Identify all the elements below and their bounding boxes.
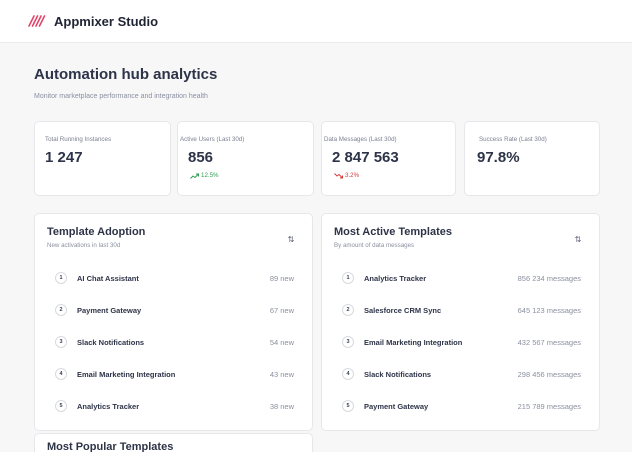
stat-change: 3.2% (334, 172, 359, 179)
panel-subtitle: New activations in last 30d (47, 242, 121, 249)
template-value: 645 123 messages (517, 305, 581, 315)
most-active-templates-panel: Most Active Templates By amount of data … (321, 213, 600, 431)
panel-subtitle: By amount of data messages (334, 242, 415, 249)
template-name: Email Marketing Integration (364, 337, 463, 347)
stat-value: 856 (188, 149, 214, 166)
stat-label: Success Rate (Last 30d) (479, 136, 547, 143)
rank-badge: 4 (342, 368, 354, 380)
stat-label: Active Users (Last 30d) (180, 136, 245, 143)
app-name: Appmixer Studio (54, 13, 159, 29)
template-name: Payment Gateway (77, 305, 142, 315)
template-name: Analytics Tracker (77, 401, 140, 411)
stat-value: 97.8% (477, 149, 520, 166)
stat-card-active-users: Active Users (Last 30d) 856 12.5% (177, 121, 314, 196)
stat-card-running-instances: Total Running Instances 1 247 (34, 121, 171, 196)
page-title: Automation hub analytics (34, 66, 218, 83)
page-subtitle: Monitor marketplace performance and inte… (34, 93, 208, 100)
template-value: 856 234 messages (517, 273, 581, 283)
list-item[interactable]: 5 Payment Gateway 215 789 messages (334, 396, 587, 416)
rank-badge: 2 (55, 304, 67, 316)
list-item[interactable]: 2 Salesforce CRM Sync 645 123 messages (334, 300, 587, 320)
stat-value: 1 247 (45, 149, 83, 166)
rank-badge: 4 (55, 368, 67, 380)
list-item[interactable]: 3 Email Marketing Integration 432 567 me… (334, 332, 587, 352)
list-item[interactable]: 1 AI Chat Assistant 89 new (47, 268, 300, 288)
template-value: 432 567 messages (517, 337, 581, 347)
logo[interactable]: Appmixer Studio (28, 14, 158, 29)
most-popular-templates-panel: Most Popular Templates (34, 433, 313, 452)
template-name: Analytics Tracker (364, 273, 427, 283)
trend-up-icon (190, 173, 199, 179)
template-name: Payment Gateway (364, 401, 429, 411)
sort-icon[interactable]: ⇅ (287, 235, 295, 244)
list-item[interactable]: 1 Analytics Tracker 856 234 messages (334, 268, 587, 288)
template-value: 54 new (269, 337, 294, 347)
template-value: 38 new (269, 401, 294, 411)
rank-badge: 3 (342, 336, 354, 348)
stat-change-value: 12.5% (201, 172, 219, 179)
list-item[interactable]: 4 Email Marketing Integration 43 new (47, 364, 300, 384)
trend-down-icon (334, 172, 343, 178)
top-bar: Appmixer Studio (0, 0, 632, 43)
template-value: 215 789 messages (517, 401, 581, 411)
template-name: Slack Notifications (364, 369, 432, 379)
panel-title: Most Popular Templates (47, 441, 174, 452)
panel-title: Template Adoption (47, 226, 146, 238)
list-item[interactable]: 2 Payment Gateway 67 new (47, 300, 300, 320)
rank-badge: 3 (55, 336, 67, 348)
template-value: 67 new (269, 305, 294, 315)
rank-badge: 5 (55, 400, 67, 412)
template-name: Email Marketing Integration (77, 369, 176, 379)
rank-badge: 1 (342, 272, 354, 284)
template-name: AI Chat Assistant (77, 273, 139, 283)
list-item[interactable]: 5 Analytics Tracker 38 new (47, 396, 300, 416)
stat-card-data-messages: Data Messages (Last 30d) 2 847 563 3.2% (321, 121, 456, 196)
rank-badge: 1 (55, 272, 67, 284)
appmixer-logo-icon (28, 15, 46, 27)
rank-badge: 2 (342, 304, 354, 316)
template-name: Slack Notifications (77, 337, 145, 347)
stat-change: 12.5% (190, 172, 219, 179)
panel-title: Most Active Templates (334, 226, 452, 238)
list-item[interactable]: 3 Slack Notifications 54 new (47, 332, 300, 352)
template-value: 298 456 messages (517, 369, 581, 379)
stat-label: Total Running Instances (45, 136, 112, 143)
template-value: 43 new (269, 369, 294, 379)
template-name: Salesforce CRM Sync (364, 305, 442, 315)
stat-card-success-rate: Success Rate (Last 30d) 97.8% (464, 121, 600, 196)
stat-label: Data Messages (Last 30d) (324, 136, 397, 143)
template-value: 89 new (269, 273, 294, 283)
stat-value: 2 847 563 (332, 149, 399, 166)
sort-icon[interactable]: ⇅ (574, 235, 582, 244)
template-adoption-panel: Template Adoption New activations in las… (34, 213, 313, 431)
stat-change-value: 3.2% (345, 172, 360, 179)
list-item[interactable]: 4 Slack Notifications 298 456 messages (334, 364, 587, 384)
rank-badge: 5 (342, 400, 354, 412)
